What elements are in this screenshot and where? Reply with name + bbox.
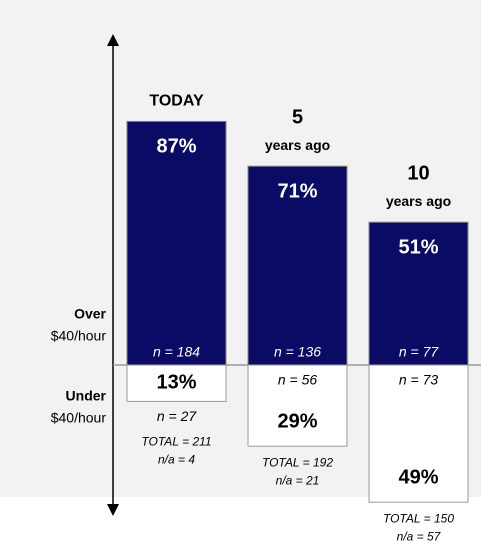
value-label: 13% — [156, 371, 196, 393]
n-label: n = 77 — [399, 344, 440, 360]
n-label: n = 56 — [278, 372, 318, 388]
na-label: n/a = 4 — [158, 453, 195, 467]
axis-label: Under — [66, 388, 107, 404]
value-label: 87% — [156, 136, 196, 158]
n-label: n = 73 — [399, 372, 439, 388]
bar-over — [126, 120, 227, 366]
value-label: 29% — [277, 410, 317, 432]
total-label: TOTAL = 211 — [141, 435, 211, 449]
category-label: TODAY — [149, 93, 204, 110]
na-label: n/a = 21 — [276, 473, 320, 487]
bar-under — [126, 364, 227, 402]
category-label: years ago — [265, 137, 330, 153]
category-label: years ago — [386, 193, 451, 209]
axis-label: $40/hour — [51, 328, 107, 344]
bar-over — [368, 221, 469, 366]
bar-under — [368, 364, 469, 503]
value-label: 51% — [398, 236, 438, 258]
na-label: n/a = 57 — [397, 529, 442, 543]
axis-label: $40/hour — [51, 410, 107, 426]
total-label: TOTAL = 150 — [383, 511, 454, 525]
n-label: n = 27 — [157, 408, 198, 424]
category-label: 10 — [407, 162, 429, 184]
n-label: n = 136 — [274, 344, 321, 360]
n-label: n = 184 — [153, 344, 200, 360]
category-label: 5 — [292, 106, 303, 128]
axis-label: Over — [74, 306, 106, 322]
value-label: 71% — [277, 180, 317, 202]
value-label: 49% — [398, 466, 438, 488]
bar-under — [247, 364, 348, 447]
total-label: TOTAL = 192 — [262, 455, 333, 469]
